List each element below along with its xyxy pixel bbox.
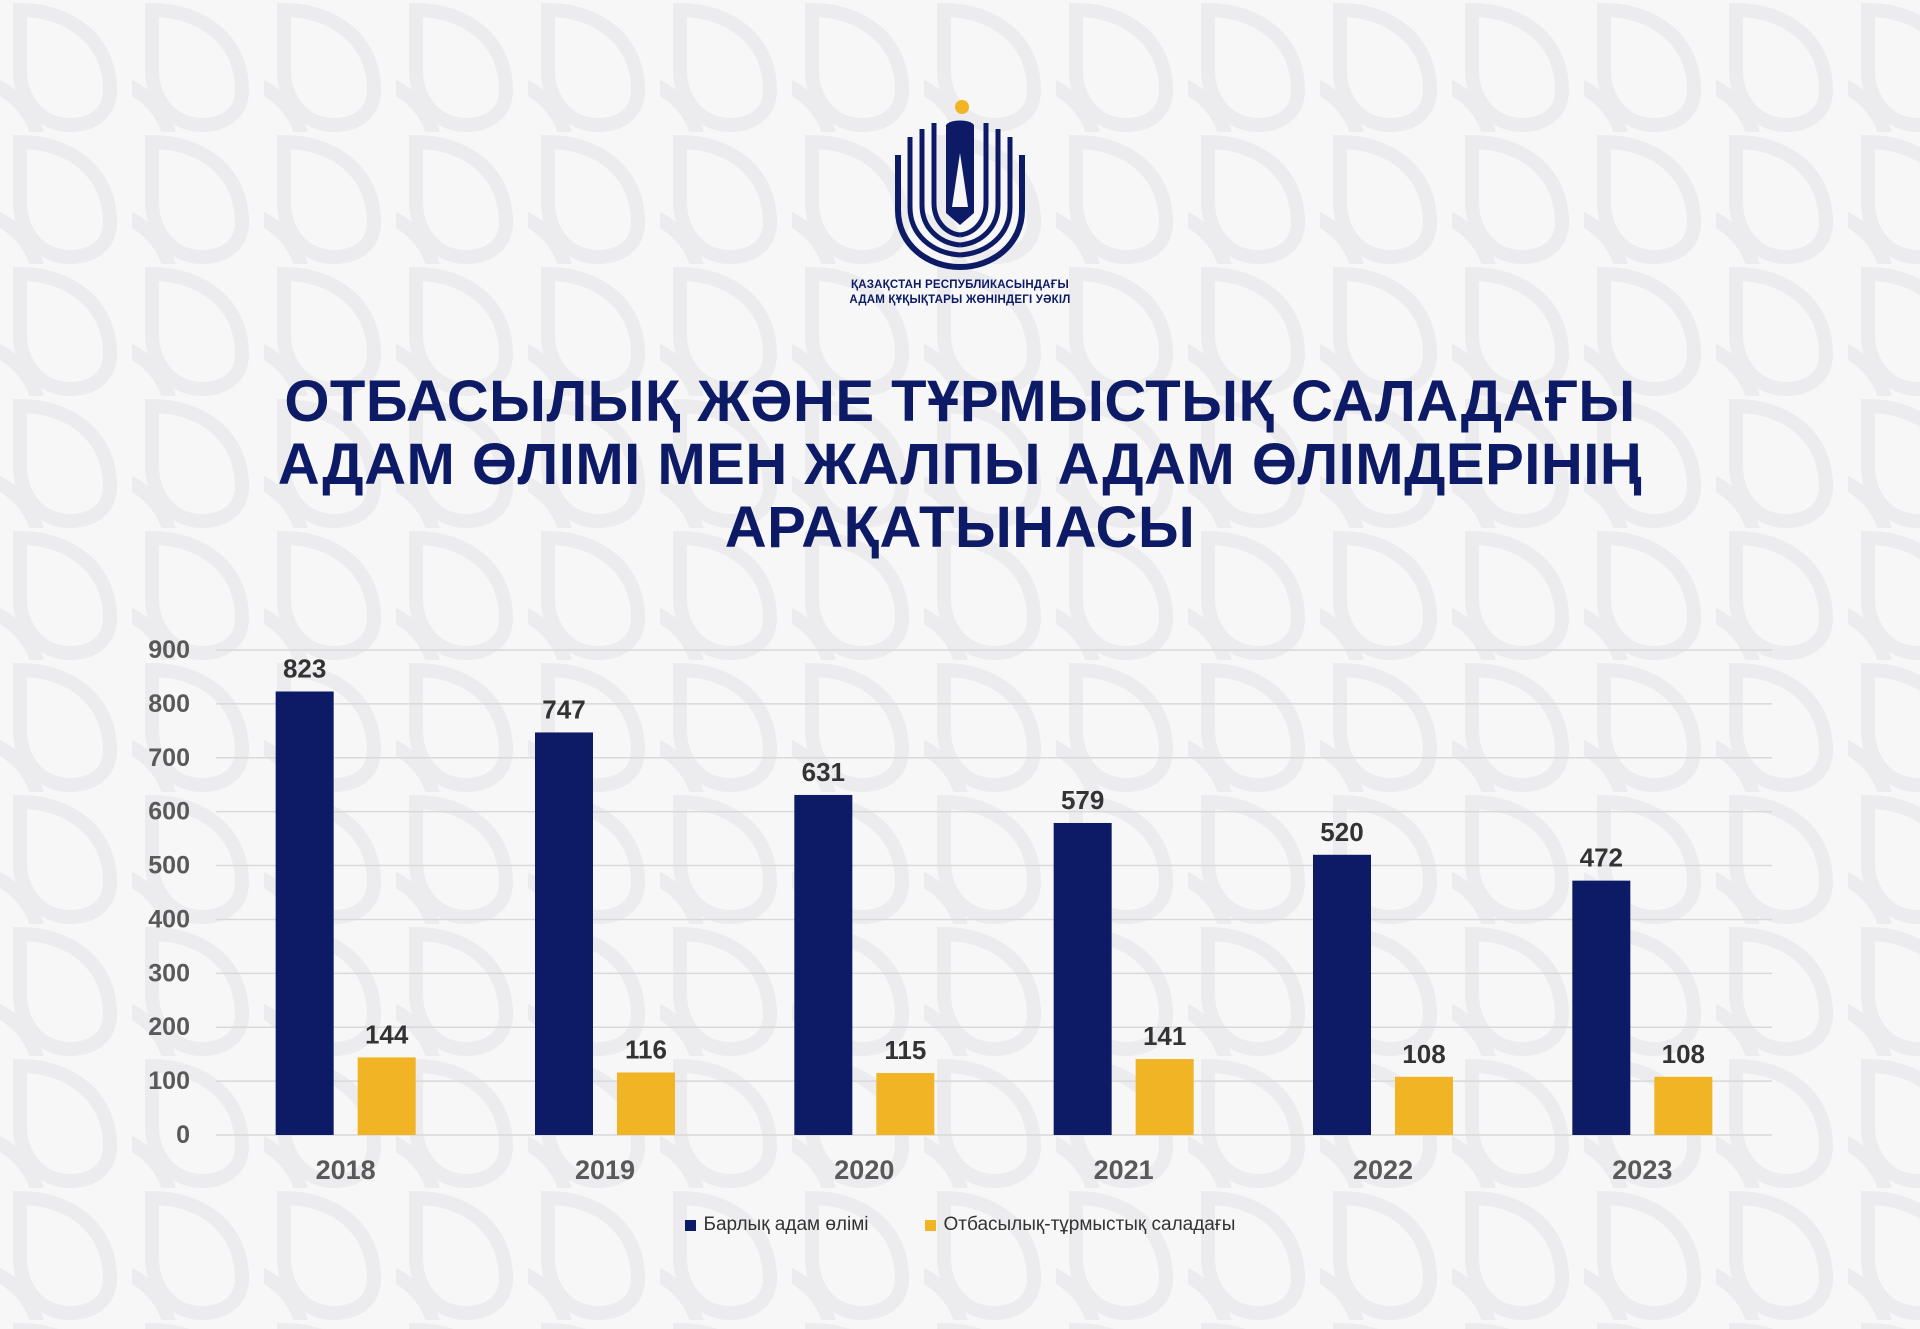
bar-total-deaths: [794, 794, 853, 1135]
y-tick-label: 700: [148, 744, 190, 772]
data-label: 520: [1320, 817, 1363, 847]
bar-domestic-deaths: [1395, 1076, 1453, 1135]
data-label: 823: [283, 653, 326, 683]
data-label: 579: [1061, 785, 1104, 815]
x-tick-label: 2022: [1353, 1155, 1413, 1185]
bar-domestic-deaths: [1135, 1059, 1194, 1135]
organization-name-line1: ҚАЗАҚСТАН РЕСПУБЛИКАСЫНДАҒЫ: [851, 279, 1069, 291]
data-label: 141: [1143, 1021, 1186, 1051]
data-label: 108: [1402, 1039, 1445, 1069]
chart-legend: Барлық адам өлімі Отбасылық-тұрмыстық са…: [0, 1212, 1920, 1238]
y-tick-label: 0: [176, 1121, 190, 1149]
bar-domestic-deaths: [357, 1057, 416, 1135]
bar-domestic-deaths: [617, 1072, 675, 1135]
organization-name-line2: АДАМ ҚҰҚЫҚТАРЫ ЖӨНІНДЕГІ УӘКІЛ: [849, 294, 1071, 306]
x-tick-label: 2020: [834, 1155, 894, 1185]
title-line2: АДАМ ӨЛІМІ МЕН ЖАЛПЫ АДАМ ӨЛІМДЕРІНІҢ: [277, 432, 1643, 497]
organization-name: ҚАЗАҚСТАН РЕСПУБЛИКАСЫНДАҒЫ АДАМ ҚҰҚЫҚТА…: [760, 278, 1160, 308]
bar-total-deaths: [1053, 822, 1112, 1135]
data-label: 108: [1662, 1039, 1705, 1069]
data-label: 747: [542, 694, 585, 724]
data-label: 472: [1580, 843, 1623, 873]
bar-total-deaths: [275, 691, 334, 1135]
ombudsman-logo: [895, 100, 1025, 270]
title-line1: ОТБАСЫЛЫҚ ЖӘНЕ ТҰРМЫСТЫҚ САЛАДАҒЫ: [284, 369, 1636, 434]
x-tick-label: 2021: [1094, 1155, 1154, 1185]
y-tick-label: 400: [148, 905, 190, 933]
title-line3: АРАҚАТЫНАСЫ: [724, 495, 1196, 560]
bar-total-deaths: [535, 732, 593, 1135]
data-label: 116: [625, 1034, 667, 1064]
bar-total-deaths: [1313, 854, 1371, 1135]
data-label: 115: [884, 1035, 926, 1065]
legend-label-domestic-deaths: Отбасылық-тұрмыстық саладағы: [943, 1214, 1236, 1235]
y-tick-label: 600: [148, 798, 190, 826]
legend-item-total-deaths: Барлық адам өлімі: [684, 1214, 869, 1236]
legend-item-domestic-deaths: Отбасылық-тұрмыстық саладағы: [924, 1214, 1236, 1236]
data-label: 144: [365, 1019, 409, 1049]
x-tick-label: 2023: [1612, 1155, 1672, 1185]
y-tick-label: 100: [148, 1067, 190, 1095]
y-tick-label: 900: [148, 636, 190, 664]
y-tick-label: 800: [148, 690, 190, 718]
legend-swatch-total-deaths: [684, 1219, 696, 1231]
y-tick-label: 300: [148, 959, 190, 987]
x-tick-label: 2018: [316, 1155, 376, 1185]
legend-swatch-domestic-deaths: [924, 1219, 936, 1231]
bar-total-deaths: [1572, 880, 1631, 1135]
bar-domestic-deaths: [1654, 1076, 1713, 1135]
y-tick-label: 200: [148, 1013, 190, 1041]
bar-domestic-deaths: [876, 1073, 935, 1135]
page-title: ОТБАСЫЛЫҚ ЖӘНЕ ТҰРМЫСТЫҚ САЛАДАҒЫ АДАМ Ө…: [60, 370, 1860, 559]
data-label: 631: [802, 757, 845, 787]
legend-label-total-deaths: Барлық адам өлімі: [703, 1214, 869, 1235]
x-tick-label: 2019: [575, 1155, 635, 1185]
y-tick-label: 500: [148, 852, 190, 880]
